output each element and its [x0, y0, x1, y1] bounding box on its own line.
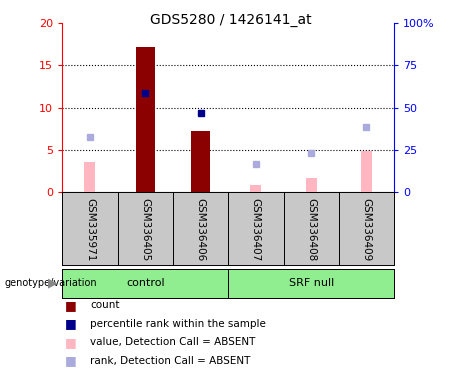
Text: genotype/variation: genotype/variation	[5, 278, 97, 288]
Text: count: count	[90, 300, 119, 310]
Text: ▶: ▶	[48, 277, 58, 290]
Bar	[84, 162, 95, 192]
Text: ■: ■	[65, 299, 76, 312]
Bar	[62, 269, 228, 298]
Bar	[250, 185, 261, 192]
Text: GSM335971: GSM335971	[85, 198, 95, 261]
Bar	[228, 269, 394, 298]
Text: GSM336409: GSM336409	[361, 198, 372, 261]
Text: SRF null: SRF null	[289, 278, 334, 288]
Text: GSM336406: GSM336406	[195, 198, 206, 261]
Text: ■: ■	[65, 317, 76, 330]
Text: value, Detection Call = ABSENT: value, Detection Call = ABSENT	[90, 337, 255, 347]
Text: ■: ■	[65, 336, 76, 349]
Bar	[191, 131, 210, 192]
Text: GDS5280 / 1426141_at: GDS5280 / 1426141_at	[150, 13, 311, 27]
Text: GSM336405: GSM336405	[140, 198, 150, 261]
Text: ■: ■	[65, 354, 76, 367]
Text: percentile rank within the sample: percentile rank within the sample	[90, 319, 266, 329]
Text: control: control	[126, 278, 165, 288]
Bar	[306, 178, 317, 192]
Bar	[136, 47, 155, 192]
Text: rank, Detection Call = ABSENT: rank, Detection Call = ABSENT	[90, 356, 250, 366]
Text: GSM336408: GSM336408	[306, 198, 316, 261]
Bar	[361, 151, 372, 192]
Text: GSM336407: GSM336407	[251, 198, 261, 261]
